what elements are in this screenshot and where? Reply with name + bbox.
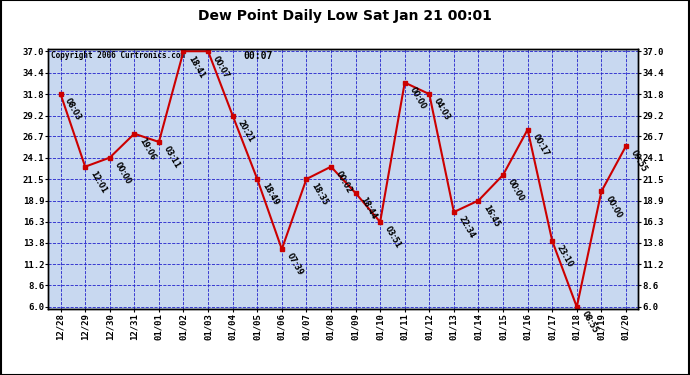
Text: 00:00: 00:00 <box>506 178 526 203</box>
Text: 00:07: 00:07 <box>211 54 230 80</box>
Text: 23:10: 23:10 <box>555 244 575 269</box>
Text: 22:34: 22:34 <box>457 215 477 240</box>
Text: Copyright 2006 Curtronics.com: Copyright 2006 Curtronics.com <box>51 51 186 60</box>
Text: 08:55: 08:55 <box>580 310 600 335</box>
Text: 09:55: 09:55 <box>629 149 649 174</box>
Text: 00:00: 00:00 <box>604 194 624 220</box>
Text: 18:44: 18:44 <box>358 196 378 221</box>
Text: 19:06: 19:06 <box>137 136 157 162</box>
Text: 03:51: 03:51 <box>383 225 403 250</box>
Text: 16:45: 16:45 <box>481 203 501 229</box>
Text: 00:00: 00:00 <box>408 86 427 111</box>
Text: 04:03: 04:03 <box>432 97 452 122</box>
Text: 00:17: 00:17 <box>531 132 551 158</box>
Text: 18:41: 18:41 <box>186 54 206 80</box>
Text: 20:21: 20:21 <box>235 118 255 144</box>
Text: 07:39: 07:39 <box>284 252 304 278</box>
Text: 18:35: 18:35 <box>309 182 329 207</box>
Text: 03:11: 03:11 <box>161 145 181 170</box>
Text: 12:01: 12:01 <box>88 170 108 195</box>
Text: 18:49: 18:49 <box>260 182 280 207</box>
Text: Dew Point Daily Low Sat Jan 21 00:01: Dew Point Daily Low Sat Jan 21 00:01 <box>198 9 492 23</box>
Text: 08:03: 08:03 <box>63 97 83 122</box>
Text: 00:00: 00:00 <box>112 160 132 186</box>
Text: 00:07: 00:07 <box>243 51 273 62</box>
Text: 00:02: 00:02 <box>334 170 353 195</box>
